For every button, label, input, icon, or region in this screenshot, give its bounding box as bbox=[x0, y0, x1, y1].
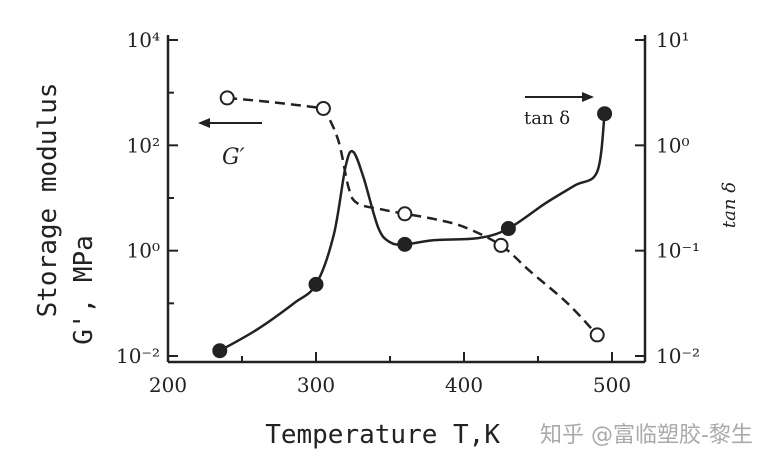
g-prime-label: G′ bbox=[222, 145, 245, 170]
x-axis-title: Temperature T,K bbox=[265, 420, 500, 450]
x-tick-label: 200 bbox=[149, 373, 187, 397]
tan-delta-annotation: tan δ bbox=[524, 92, 594, 129]
watermark-text: 知乎 @富临塑胶-黎生 bbox=[540, 423, 753, 448]
y-right-tick-label: 10⁰ bbox=[656, 133, 689, 157]
ticks: 200 300 400 500 10⁴ 10² 10⁰ 10⁻² 10¹ 10⁰ 10⁻¹ 10⁻² bbox=[116, 28, 700, 397]
g-prime-data-point bbox=[315, 100, 331, 116]
y-right-tick-label: 10⁻¹ bbox=[656, 239, 700, 263]
tan-delta-data-point bbox=[308, 276, 324, 292]
g-prime-arrow-head bbox=[198, 118, 210, 128]
series-line-tan-delta bbox=[219, 113, 606, 352]
series-line-g-prime bbox=[227, 96, 599, 336]
g-prime-data-point bbox=[219, 90, 235, 106]
tan-delta-data-point bbox=[597, 106, 613, 122]
tan-delta-arrow-head bbox=[582, 92, 594, 102]
y-left-title-line1: Storage modulus bbox=[33, 83, 63, 318]
y-left-title-line2: G', MPa bbox=[69, 235, 99, 345]
g-prime-data-point bbox=[397, 206, 413, 222]
tan-delta-data-point bbox=[397, 236, 413, 252]
curves bbox=[219, 96, 606, 352]
g-prime-annotation: G′ bbox=[198, 118, 262, 170]
x-tick-label: 300 bbox=[297, 373, 335, 397]
y-left-tick-label: 10⁰ bbox=[127, 239, 160, 263]
y-left-tick-label: 10⁻² bbox=[116, 344, 160, 368]
y-left-tick-label: 10² bbox=[127, 133, 160, 157]
x-tick-label: 400 bbox=[445, 373, 483, 397]
axes bbox=[166, 35, 647, 364]
tan-delta-data-point bbox=[212, 343, 228, 359]
y-right-tick-label: 10¹ bbox=[656, 28, 689, 52]
y-right-tick-label: 10⁻² bbox=[656, 344, 700, 368]
g-prime-data-point bbox=[493, 237, 509, 253]
tan-delta-data-point bbox=[500, 221, 516, 237]
x-tick-label: 500 bbox=[593, 373, 631, 397]
y-right-title: tan δ bbox=[719, 182, 740, 228]
y-left-tick-label: 10⁴ bbox=[127, 28, 160, 52]
g-prime-data-point bbox=[589, 327, 605, 343]
tan-delta-label: tan δ bbox=[524, 108, 570, 129]
markers bbox=[212, 90, 613, 359]
